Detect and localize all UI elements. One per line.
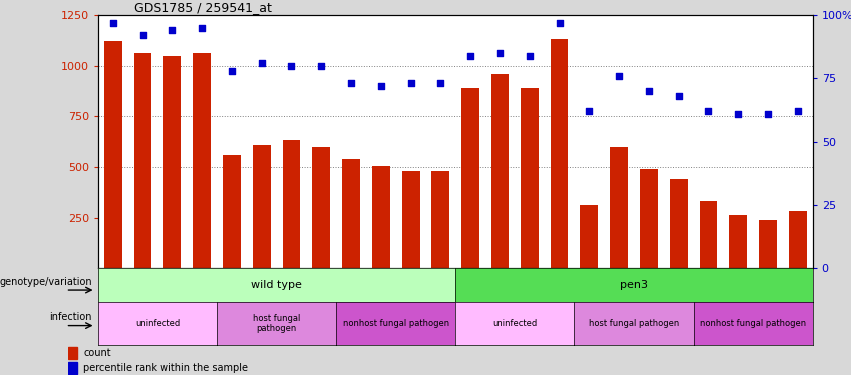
- Text: nonhost fungal pathogen: nonhost fungal pathogen: [700, 319, 806, 328]
- Bar: [283, 140, 300, 268]
- Text: host fungal pathogen: host fungal pathogen: [589, 319, 679, 328]
- Bar: [431, 171, 449, 268]
- Bar: [402, 171, 420, 268]
- Bar: [759, 219, 777, 268]
- Point: [136, 32, 150, 38]
- Bar: [521, 88, 539, 268]
- Point: [196, 25, 209, 31]
- Bar: [670, 179, 688, 268]
- Bar: [491, 74, 509, 268]
- Point: [761, 111, 774, 117]
- Text: wild type: wild type: [251, 280, 302, 290]
- Point: [672, 93, 686, 99]
- Point: [642, 88, 655, 94]
- Text: count: count: [83, 348, 111, 358]
- Text: percentile rank within the sample: percentile rank within the sample: [83, 363, 248, 373]
- Text: pen3: pen3: [620, 280, 648, 290]
- Bar: [253, 145, 271, 268]
- Point: [612, 73, 625, 79]
- Bar: [68, 362, 77, 374]
- Bar: [580, 206, 598, 268]
- Bar: [551, 39, 568, 268]
- Point: [344, 80, 357, 86]
- Point: [403, 80, 417, 86]
- Point: [493, 50, 506, 56]
- Bar: [312, 147, 330, 268]
- Text: genotype/variation: genotype/variation: [0, 277, 92, 286]
- Text: host fungal
pathogen: host fungal pathogen: [253, 314, 300, 333]
- Bar: [640, 169, 658, 268]
- Point: [523, 53, 536, 58]
- Point: [106, 20, 119, 26]
- Bar: [342, 159, 360, 268]
- Point: [284, 63, 298, 69]
- Point: [553, 20, 567, 26]
- Bar: [223, 155, 241, 268]
- Text: GDS1785 / 259541_at: GDS1785 / 259541_at: [134, 1, 271, 14]
- Bar: [789, 211, 807, 268]
- Point: [463, 53, 477, 58]
- Point: [433, 80, 448, 86]
- Bar: [700, 201, 717, 268]
- Point: [731, 111, 745, 117]
- Text: uninfected: uninfected: [134, 319, 180, 328]
- Bar: [134, 54, 151, 268]
- Text: nonhost fungal pathogen: nonhost fungal pathogen: [343, 319, 448, 328]
- Point: [701, 108, 715, 114]
- Bar: [68, 347, 77, 358]
- Point: [165, 27, 179, 33]
- Point: [255, 60, 269, 66]
- Text: infection: infection: [49, 312, 92, 322]
- Bar: [461, 88, 479, 268]
- Point: [374, 83, 387, 89]
- Text: uninfected: uninfected: [492, 319, 538, 328]
- Point: [225, 68, 238, 74]
- Bar: [193, 54, 211, 268]
- Bar: [729, 216, 747, 268]
- Point: [582, 108, 596, 114]
- Bar: [104, 41, 122, 268]
- Point: [791, 108, 805, 114]
- Bar: [610, 147, 628, 268]
- Bar: [163, 56, 181, 268]
- Bar: [372, 166, 390, 268]
- Point: [315, 63, 328, 69]
